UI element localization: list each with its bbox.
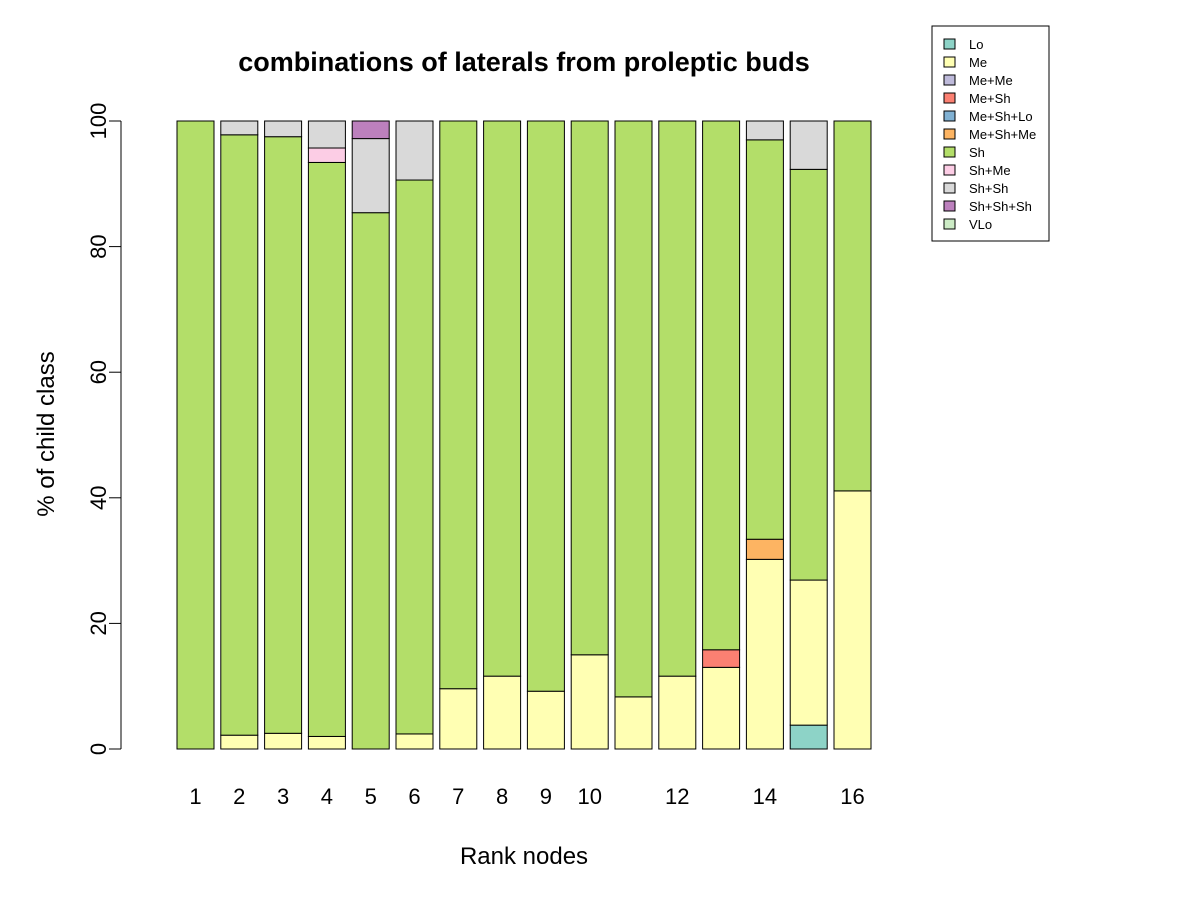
bar-segment-sh-sh bbox=[264, 120, 303, 138]
bar-segment-sh-me bbox=[307, 147, 346, 163]
bar-segment-me bbox=[658, 675, 697, 750]
bar-segment-sh bbox=[614, 120, 653, 698]
legend-swatch bbox=[943, 56, 956, 68]
legend-swatch bbox=[943, 74, 956, 86]
bar-segment-sh bbox=[439, 120, 478, 690]
bar-segment-sh bbox=[395, 179, 434, 735]
legend-entry: Sh+Sh bbox=[969, 181, 1008, 196]
bar-segment-me bbox=[439, 688, 478, 750]
bar-segment-sh bbox=[176, 120, 215, 750]
x-tick-label: 4 bbox=[321, 784, 333, 809]
x-tick-label: 7 bbox=[452, 784, 464, 809]
bar-segment-sh-sh bbox=[789, 120, 828, 170]
legend-entry: Lo bbox=[969, 37, 983, 52]
x-tick-label: 12 bbox=[665, 784, 689, 809]
bar-segment-me bbox=[833, 490, 872, 750]
y-tick-label: 80 bbox=[86, 234, 111, 258]
y-tick-label: 40 bbox=[86, 486, 111, 510]
bar-segment-sh-sh bbox=[745, 120, 784, 141]
bar-segment-sh-sh bbox=[307, 120, 346, 149]
x-tick-label: 16 bbox=[840, 784, 864, 809]
y-tick-label: 100 bbox=[86, 103, 111, 140]
bar-segment-me bbox=[483, 675, 522, 750]
bar-segment-sh-sh-sh bbox=[351, 120, 390, 140]
bar-segment-sh bbox=[702, 120, 741, 651]
x-tick-label: 14 bbox=[753, 784, 777, 809]
bar-segment-sh-sh bbox=[220, 120, 259, 136]
legend-entry: VLo bbox=[969, 217, 992, 232]
legend-entry: Me+Sh+Me bbox=[969, 127, 1036, 142]
legend-entry: Me+Me bbox=[969, 73, 1013, 88]
bar-segment-me bbox=[745, 558, 784, 750]
legend-entry: Me+Sh bbox=[969, 91, 1011, 106]
x-tick-label: 1 bbox=[189, 784, 201, 809]
y-tick-label: 0 bbox=[86, 743, 111, 755]
x-tick-label: 6 bbox=[408, 784, 420, 809]
legend-entry: Me bbox=[969, 55, 987, 70]
bar-segment-me bbox=[570, 654, 609, 750]
bar-segment-me-sh bbox=[702, 649, 741, 668]
x-tick-label: 8 bbox=[496, 784, 508, 809]
bar-segment-sh-sh bbox=[351, 138, 390, 214]
x-tick-label: 5 bbox=[365, 784, 377, 809]
legend-swatch bbox=[943, 92, 956, 104]
legend-entry: Sh+Me bbox=[969, 163, 1011, 178]
y-tick-label: 60 bbox=[86, 360, 111, 384]
x-tick-label: 3 bbox=[277, 784, 289, 809]
chart-title: combinations of laterals from proleptic … bbox=[238, 47, 810, 77]
legend-swatch bbox=[943, 218, 956, 230]
legend: Lo Me Me+Me Me+Sh Me+Sh+Lo Me+Sh+Me Sh Sh+Me Sh+… bbox=[931, 25, 1050, 242]
bar-segment-me bbox=[789, 579, 828, 726]
bar-segment-me bbox=[614, 696, 653, 750]
bar-segment-sh bbox=[264, 136, 303, 734]
bar-segment-lo bbox=[789, 724, 828, 750]
x-tick-label: 9 bbox=[540, 784, 552, 809]
legend-swatch bbox=[943, 38, 956, 50]
bar-segment-sh bbox=[570, 120, 609, 656]
legend-swatch bbox=[943, 110, 956, 122]
y-tick-label: 20 bbox=[86, 611, 111, 635]
bar-segment-me-sh-me bbox=[745, 538, 784, 560]
bar-segment-sh bbox=[220, 134, 259, 736]
bar-segment-sh bbox=[658, 120, 697, 677]
bar-segment-sh bbox=[833, 120, 872, 492]
x-tick-label: 10 bbox=[577, 784, 601, 809]
bar-segment-sh bbox=[745, 139, 784, 540]
x-tick-labels: 1 2 3 4 5 6 7 8 9 10 12 14 16 bbox=[189, 784, 864, 809]
bar-segment-sh bbox=[483, 120, 522, 677]
bar-segment-me bbox=[526, 690, 565, 750]
legend-swatch bbox=[943, 200, 956, 212]
bar-segment-me bbox=[307, 735, 346, 750]
bar-segment-sh bbox=[526, 120, 565, 692]
legend-entry: Sh bbox=[969, 145, 985, 160]
bar-segment-sh-sh bbox=[395, 120, 434, 181]
y-axis-label: % of child class bbox=[33, 351, 60, 516]
bar-segment-sh bbox=[307, 161, 346, 737]
legend-entry: Me+Sh+Lo bbox=[969, 109, 1033, 124]
bar-segment-me bbox=[395, 733, 434, 750]
legend-swatch bbox=[943, 146, 956, 158]
legend-swatch bbox=[943, 164, 956, 176]
y-axis: 0 20 40 60 80 100 bbox=[86, 103, 122, 755]
legend-swatch bbox=[943, 182, 956, 194]
legend-swatch bbox=[943, 128, 956, 140]
bar-segment-sh bbox=[789, 168, 828, 581]
x-axis-label: Rank nodes bbox=[460, 843, 588, 870]
bar-segment-sh bbox=[351, 212, 390, 750]
bar-segment-me bbox=[220, 734, 259, 750]
x-tick-label: 2 bbox=[233, 784, 245, 809]
bar-segment-me bbox=[264, 732, 303, 750]
bar-segment-me bbox=[702, 666, 741, 750]
legend-entry: Sh+Sh+Sh bbox=[969, 199, 1032, 214]
bars-group bbox=[176, 120, 872, 750]
